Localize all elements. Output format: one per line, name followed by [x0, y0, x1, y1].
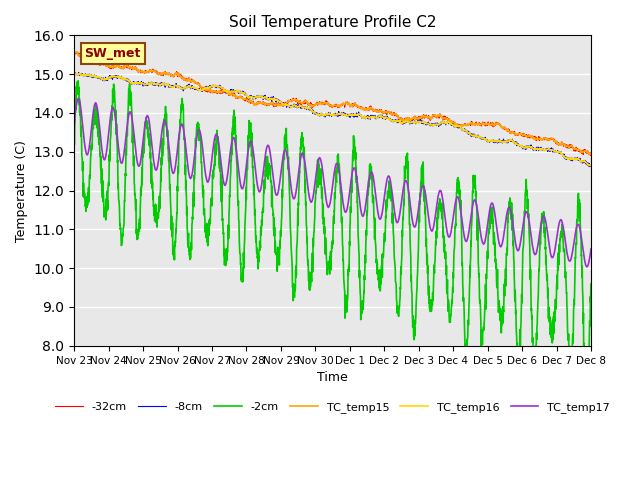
TC_temp15: [359, 105, 367, 111]
TC_temp16: [214, 84, 222, 90]
TC_temp16: [483, 137, 490, 143]
TC_temp17: [74, 96, 82, 101]
-2cm: [348, 177, 355, 183]
Text: SW_met: SW_met: [84, 47, 141, 60]
TC_temp17: [359, 213, 367, 219]
-32cm: [358, 105, 366, 111]
TC_temp17: [541, 218, 549, 224]
TC_temp17: [348, 175, 355, 181]
TC_temp15: [556, 141, 564, 147]
-8cm: [586, 164, 593, 169]
-32cm: [586, 153, 594, 158]
X-axis label: Time: Time: [317, 371, 348, 384]
-8cm: [588, 164, 595, 169]
Line: TC_temp17: TC_temp17: [74, 98, 591, 267]
-8cm: [71, 70, 79, 75]
Legend: -32cm, -8cm, -2cm, TC_temp15, TC_temp16, TC_temp17: -32cm, -8cm, -2cm, TC_temp15, TC_temp16,…: [51, 398, 614, 418]
TC_temp15: [541, 135, 549, 141]
Line: TC_temp16: TC_temp16: [74, 73, 591, 166]
-2cm: [214, 148, 222, 154]
TC_temp16: [71, 71, 79, 76]
-32cm: [483, 121, 490, 127]
-32cm: [556, 141, 564, 147]
-8cm: [214, 84, 222, 90]
TC_temp15: [72, 49, 79, 55]
Line: -32cm: -32cm: [74, 51, 591, 156]
TC_temp17: [214, 139, 222, 145]
TC_temp17: [583, 264, 591, 270]
-32cm: [588, 150, 595, 156]
TC_temp16: [70, 71, 78, 77]
-2cm: [359, 300, 367, 306]
TC_temp15: [70, 50, 78, 56]
TC_temp15: [587, 151, 595, 157]
-32cm: [348, 102, 355, 108]
Title: Soil Temperature Profile C2: Soil Temperature Profile C2: [229, 15, 436, 30]
TC_temp15: [588, 151, 595, 156]
TC_temp17: [588, 246, 595, 252]
-2cm: [588, 281, 595, 287]
-8cm: [541, 147, 549, 153]
TC_temp15: [483, 121, 490, 127]
Line: TC_temp15: TC_temp15: [74, 52, 591, 154]
-2cm: [556, 236, 564, 241]
-8cm: [483, 138, 490, 144]
TC_temp16: [556, 149, 564, 155]
TC_temp16: [348, 112, 355, 118]
Line: -2cm: -2cm: [74, 81, 591, 389]
Y-axis label: Temperature (C): Temperature (C): [15, 140, 28, 241]
-32cm: [70, 48, 78, 54]
-2cm: [483, 272, 490, 278]
-2cm: [582, 386, 590, 392]
TC_temp17: [556, 218, 564, 224]
-32cm: [541, 135, 549, 141]
-2cm: [70, 132, 78, 138]
-8cm: [348, 113, 355, 119]
-32cm: [214, 89, 222, 95]
TC_temp17: [70, 122, 78, 128]
Line: -8cm: -8cm: [74, 72, 591, 167]
-2cm: [74, 78, 82, 84]
-8cm: [70, 72, 78, 77]
TC_temp15: [214, 89, 222, 95]
TC_temp16: [359, 114, 367, 120]
TC_temp16: [588, 162, 595, 168]
-8cm: [359, 114, 367, 120]
-2cm: [541, 244, 549, 250]
-8cm: [556, 150, 564, 156]
TC_temp16: [541, 147, 549, 153]
TC_temp17: [483, 228, 490, 234]
TC_temp15: [348, 102, 355, 108]
TC_temp16: [586, 163, 594, 168]
